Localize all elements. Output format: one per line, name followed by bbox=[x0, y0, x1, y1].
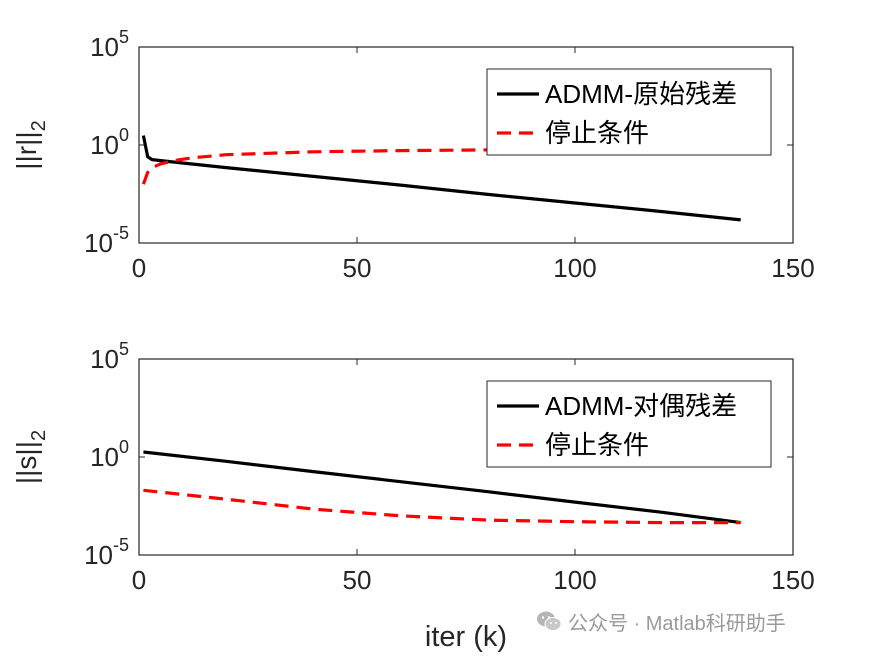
legend-label: ADMM-原始残差 bbox=[545, 79, 737, 109]
y-tick-label: 105 bbox=[90, 27, 129, 62]
watermark: 公众号 · Matlab科研助手 bbox=[536, 606, 786, 636]
y-tick-label: 100 bbox=[90, 437, 129, 472]
y-tick-label: 105 bbox=[90, 339, 129, 374]
y-tick-label: 100 bbox=[90, 125, 129, 160]
stop-condition-line bbox=[143, 488, 741, 525]
y-tick-label: 10-5 bbox=[84, 223, 129, 258]
x-tick-label: 100 bbox=[553, 253, 596, 283]
x-axis-label: iter (k) bbox=[425, 621, 507, 653]
x-tick-label: 0 bbox=[132, 253, 146, 283]
residual-line bbox=[141, 135, 741, 222]
x-tick-label: 100 bbox=[553, 565, 596, 595]
legend-box bbox=[486, 68, 772, 156]
legend-label: 停止条件 bbox=[545, 430, 649, 460]
residual-line bbox=[143, 450, 741, 525]
legend-label: 停止条件 bbox=[545, 118, 649, 148]
x-tick-label: 150 bbox=[771, 565, 814, 595]
x-tick-label: 0 bbox=[132, 565, 146, 595]
y-axis-label: ||s||2 bbox=[11, 430, 50, 484]
x-tick-label: 50 bbox=[343, 565, 372, 595]
legend-box bbox=[486, 380, 772, 468]
wechat-icon bbox=[537, 611, 562, 631]
y-axis-label: ||r||2 bbox=[11, 120, 50, 170]
y-tick-label: 10-5 bbox=[84, 535, 129, 570]
x-tick-label: 150 bbox=[771, 253, 814, 283]
legend-label: ADMM-对偶残差 bbox=[545, 391, 737, 421]
x-tick-label: 50 bbox=[343, 253, 372, 283]
watermark-text: 公众号 · Matlab科研助手 bbox=[568, 612, 786, 635]
